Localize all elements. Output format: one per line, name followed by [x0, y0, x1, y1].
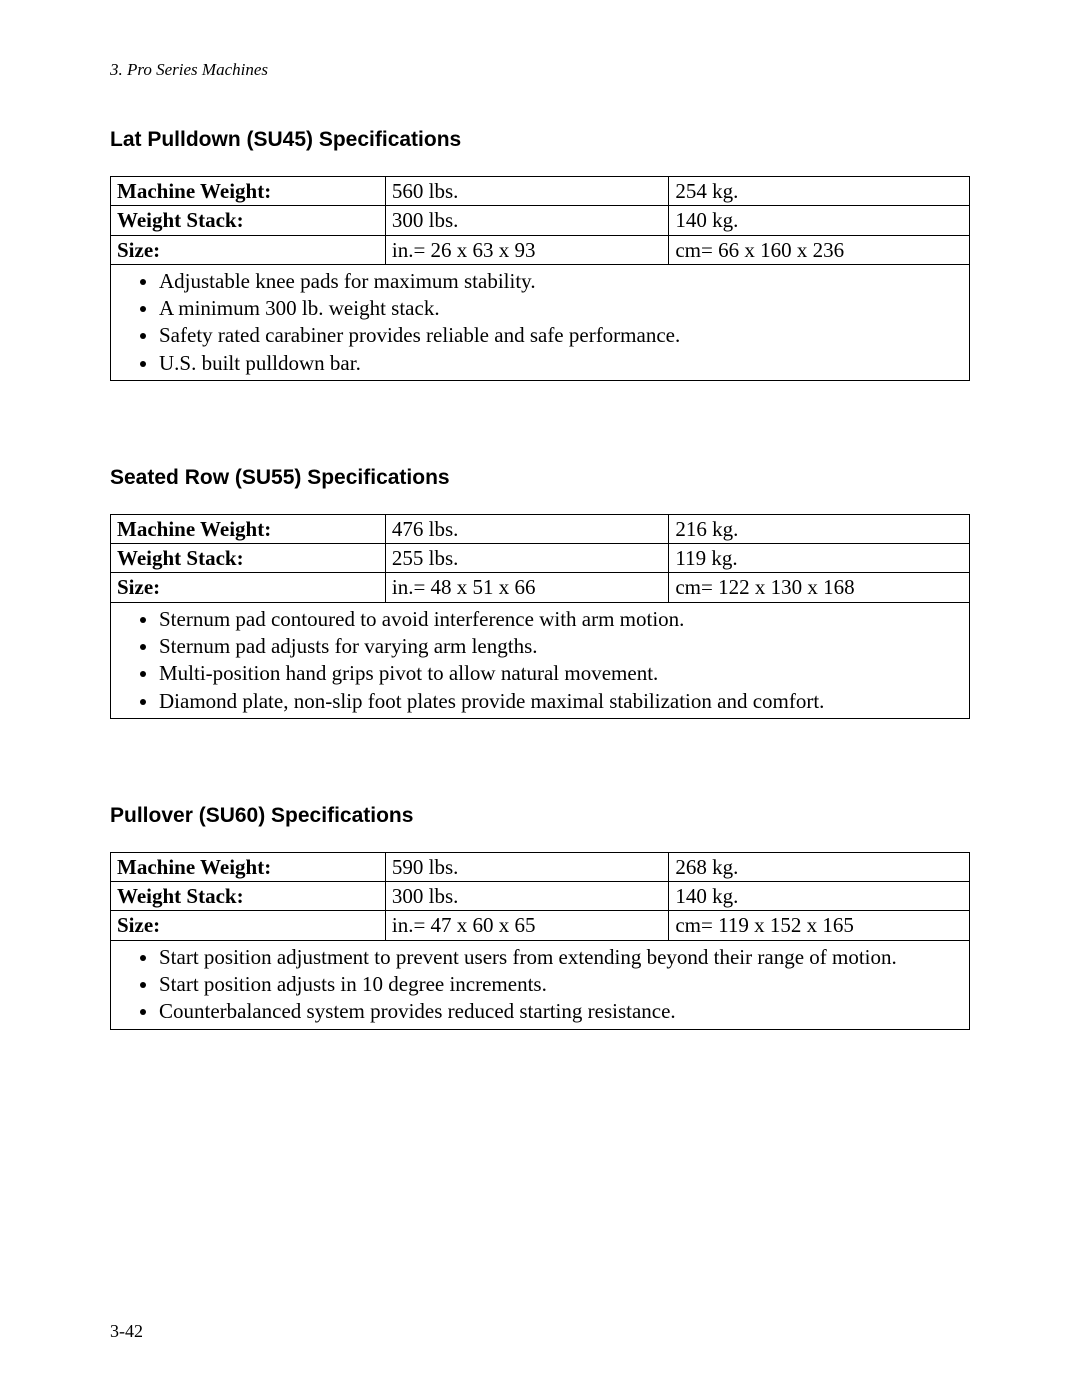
spec-table-su45: Machine Weight: 560 lbs. 254 kg. Weight …	[110, 176, 970, 381]
spec-label: Size:	[111, 235, 386, 264]
spec-metric: 140 kg.	[669, 206, 970, 235]
spec-metric: cm= 119 x 152 x 165	[669, 911, 970, 940]
section-heading-su60: Pullover (SU60) Specifications	[110, 804, 970, 828]
spec-metric: cm= 66 x 160 x 236	[669, 235, 970, 264]
table-row: Weight Stack: 255 lbs. 119 kg.	[111, 544, 970, 573]
spec-imperial: in.= 48 x 51 x 66	[385, 573, 668, 602]
spec-metric: 119 kg.	[669, 544, 970, 573]
table-row: Weight Stack: 300 lbs. 140 kg.	[111, 882, 970, 911]
spec-label: Machine Weight:	[111, 514, 386, 543]
section-heading-su55: Seated Row (SU55) Specifications	[110, 466, 970, 490]
spec-label: Weight Stack:	[111, 544, 386, 573]
spec-table-su55: Machine Weight: 476 lbs. 216 kg. Weight …	[110, 514, 970, 719]
table-row: Size: in.= 47 x 60 x 65 cm= 119 x 152 x …	[111, 911, 970, 940]
page: 3. Pro Series Machines Lat Pulldown (SU4…	[0, 0, 1080, 1397]
features-list-su55: Sternum pad contoured to avoid interfere…	[117, 606, 963, 715]
spec-table-su60: Machine Weight: 590 lbs. 268 kg. Weight …	[110, 852, 970, 1030]
list-item: Start position adjustment to prevent use…	[159, 944, 963, 971]
page-number: 3-42	[110, 1321, 143, 1342]
running-header: 3. Pro Series Machines	[110, 60, 970, 80]
list-item: Start position adjusts in 10 degree incr…	[159, 971, 963, 998]
spec-label: Weight Stack:	[111, 206, 386, 235]
table-row: Size: in.= 48 x 51 x 66 cm= 122 x 130 x …	[111, 573, 970, 602]
section-heading-su45: Lat Pulldown (SU45) Specifications	[110, 128, 970, 152]
table-row: Weight Stack: 300 lbs. 140 kg.	[111, 206, 970, 235]
spec-metric: 254 kg.	[669, 177, 970, 206]
spec-label: Size:	[111, 573, 386, 602]
spec-imperial: 255 lbs.	[385, 544, 668, 573]
spec-label: Machine Weight:	[111, 177, 386, 206]
spec-label: Weight Stack:	[111, 882, 386, 911]
list-item: Sternum pad contoured to avoid interfere…	[159, 606, 963, 633]
table-row: Size: in.= 26 x 63 x 93 cm= 66 x 160 x 2…	[111, 235, 970, 264]
spec-imperial: in.= 26 x 63 x 93	[385, 235, 668, 264]
list-item: Adjustable knee pads for maximum stabili…	[159, 268, 963, 295]
spec-imperial: 476 lbs.	[385, 514, 668, 543]
table-row: Machine Weight: 476 lbs. 216 kg.	[111, 514, 970, 543]
table-row-features: Start position adjustment to prevent use…	[111, 940, 970, 1029]
list-item: Counterbalanced system provides reduced …	[159, 998, 963, 1025]
spec-label: Size:	[111, 911, 386, 940]
spec-block-su55: Seated Row (SU55) Specifications Machine…	[110, 466, 970, 719]
features-list-su45: Adjustable knee pads for maximum stabili…	[117, 268, 963, 377]
list-item: Multi-position hand grips pivot to allow…	[159, 660, 963, 687]
spec-label: Machine Weight:	[111, 852, 386, 881]
spec-imperial: 590 lbs.	[385, 852, 668, 881]
spec-block-su60: Pullover (SU60) Specifications Machine W…	[110, 804, 970, 1030]
spec-imperial: 300 lbs.	[385, 206, 668, 235]
spec-imperial: 300 lbs.	[385, 882, 668, 911]
features-list-su60: Start position adjustment to prevent use…	[117, 944, 963, 1026]
spec-metric: cm= 122 x 130 x 168	[669, 573, 970, 602]
spec-metric: 216 kg.	[669, 514, 970, 543]
table-row: Machine Weight: 590 lbs. 268 kg.	[111, 852, 970, 881]
list-item: A minimum 300 lb. weight stack.	[159, 295, 963, 322]
table-row-features: Sternum pad contoured to avoid interfere…	[111, 602, 970, 718]
spec-block-su45: Lat Pulldown (SU45) Specifications Machi…	[110, 128, 970, 381]
spec-imperial: in.= 47 x 60 x 65	[385, 911, 668, 940]
list-item: U.S. built pulldown bar.	[159, 350, 963, 377]
features-cell: Sternum pad contoured to avoid interfere…	[111, 602, 970, 718]
table-row-features: Adjustable knee pads for maximum stabili…	[111, 264, 970, 380]
table-row: Machine Weight: 560 lbs. 254 kg.	[111, 177, 970, 206]
list-item: Diamond plate, non-slip foot plates prov…	[159, 688, 963, 715]
list-item: Sternum pad adjusts for varying arm leng…	[159, 633, 963, 660]
spec-imperial: 560 lbs.	[385, 177, 668, 206]
list-item: Safety rated carabiner provides reliable…	[159, 322, 963, 349]
spec-metric: 140 kg.	[669, 882, 970, 911]
features-cell: Start position adjustment to prevent use…	[111, 940, 970, 1029]
features-cell: Adjustable knee pads for maximum stabili…	[111, 264, 970, 380]
spec-metric: 268 kg.	[669, 852, 970, 881]
